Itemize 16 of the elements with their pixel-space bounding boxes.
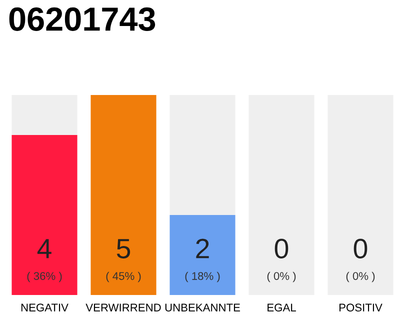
x-tick-label: EGAL — [268, 304, 296, 312]
annotation: 0 — [354, 238, 368, 258]
data-label: 2 — [196, 238, 209, 258]
x-tick-label: POSITIV — [339, 304, 382, 312]
x-tick-label: NEGATIV — [21, 304, 68, 312]
data-label: 5 — [116, 239, 130, 258]
annotation: ( 0% ) — [346, 272, 375, 282]
annotation: ( 18% ) — [185, 272, 220, 282]
data-label: 4 — [37, 239, 52, 258]
annotation: 0 — [274, 238, 288, 258]
annotation: ( 36% ) — [27, 272, 62, 282]
x-tick-label: UNBEKANNTE — [165, 304, 240, 312]
annotation: ( 0% ) — [267, 272, 296, 282]
x-tick-label: VERWIRREND — [86, 304, 161, 312]
chart-title: 06201743 — [9, 7, 156, 31]
annotation: ( 45% ) — [106, 272, 141, 282]
